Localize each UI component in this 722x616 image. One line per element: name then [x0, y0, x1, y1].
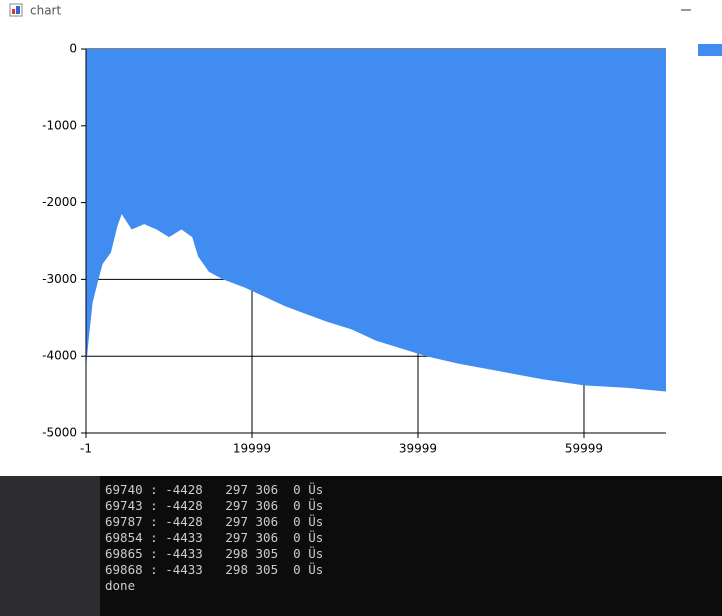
console-line: 69868 : -4433 298 305 0 Üs [105, 562, 324, 577]
console-line: 69854 : -4433 297 306 0 Üs [105, 530, 324, 545]
window-icon [16, 6, 20, 14]
y-tick-label: -4000 [42, 349, 77, 363]
console-line: 69740 : -4428 297 306 0 Üs [105, 482, 324, 497]
x-tick-label: 19999 [233, 442, 271, 456]
y-tick-label: 0 [69, 42, 77, 56]
x-tick-label: 59999 [565, 442, 603, 456]
area [86, 49, 666, 392]
x-tick-label: 39999 [399, 442, 437, 456]
y-tick-label: -2000 [42, 195, 77, 209]
y-tick-label: -1000 [42, 118, 77, 132]
console-line: 69787 : -4428 297 306 0 Üs [105, 514, 324, 529]
background-panel [0, 476, 100, 616]
chart: chart 0 -1000 -2000 -3000 -4000 -5000-1 19999 3… [9, 3, 722, 456]
window-icon [12, 9, 15, 14]
x-tick-label: -1 [80, 442, 92, 456]
console-line: 69865 : -4433 298 305 0 Üs [105, 546, 324, 561]
y-tick-label: -3000 [42, 272, 77, 286]
window-title: chart [30, 4, 61, 18]
chart-window: chart 0 -1000 -2000 -3000 -4000 -5000 -1 19999 3… [0, 0, 722, 476]
y-tick-label: -5000 [42, 426, 77, 440]
legend-swatch [698, 44, 722, 56]
console-line: 69743 : -4428 297 306 0 Üs [105, 498, 324, 513]
console-line: done [105, 578, 136, 593]
console: 69740 : -4428 297 306 0 Üs 69743 : -4428 … [100, 476, 722, 616]
